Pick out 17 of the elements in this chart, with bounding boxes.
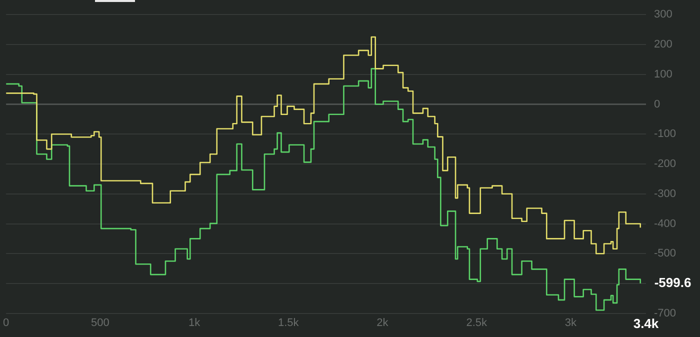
x-tick-label: 1k <box>188 317 201 330</box>
x-tick-label: 3k <box>564 317 578 330</box>
y-tick-label: -300 <box>654 188 676 200</box>
x-tick-label: 2k <box>376 317 389 330</box>
y-tick-label: -200 <box>654 158 676 170</box>
y-tick-label: 0 <box>654 98 660 110</box>
annotation: -599.6 <box>654 274 692 290</box>
x-tick-label: 0 <box>2 317 10 330</box>
x-tick-label: 2.5k <box>466 317 488 330</box>
y-tick-label: 100 <box>654 68 672 80</box>
x-tick-label: 1.5k <box>278 317 300 330</box>
y-tick-label: 200 <box>654 38 672 51</box>
x-tick-label: 500 <box>90 317 110 330</box>
y-tick-label: -100 <box>654 128 676 140</box>
y-tick-label: 300 <box>654 8 672 21</box>
y-tick-label: -500 <box>654 248 676 260</box>
y-tick-label: -400 <box>654 218 676 230</box>
